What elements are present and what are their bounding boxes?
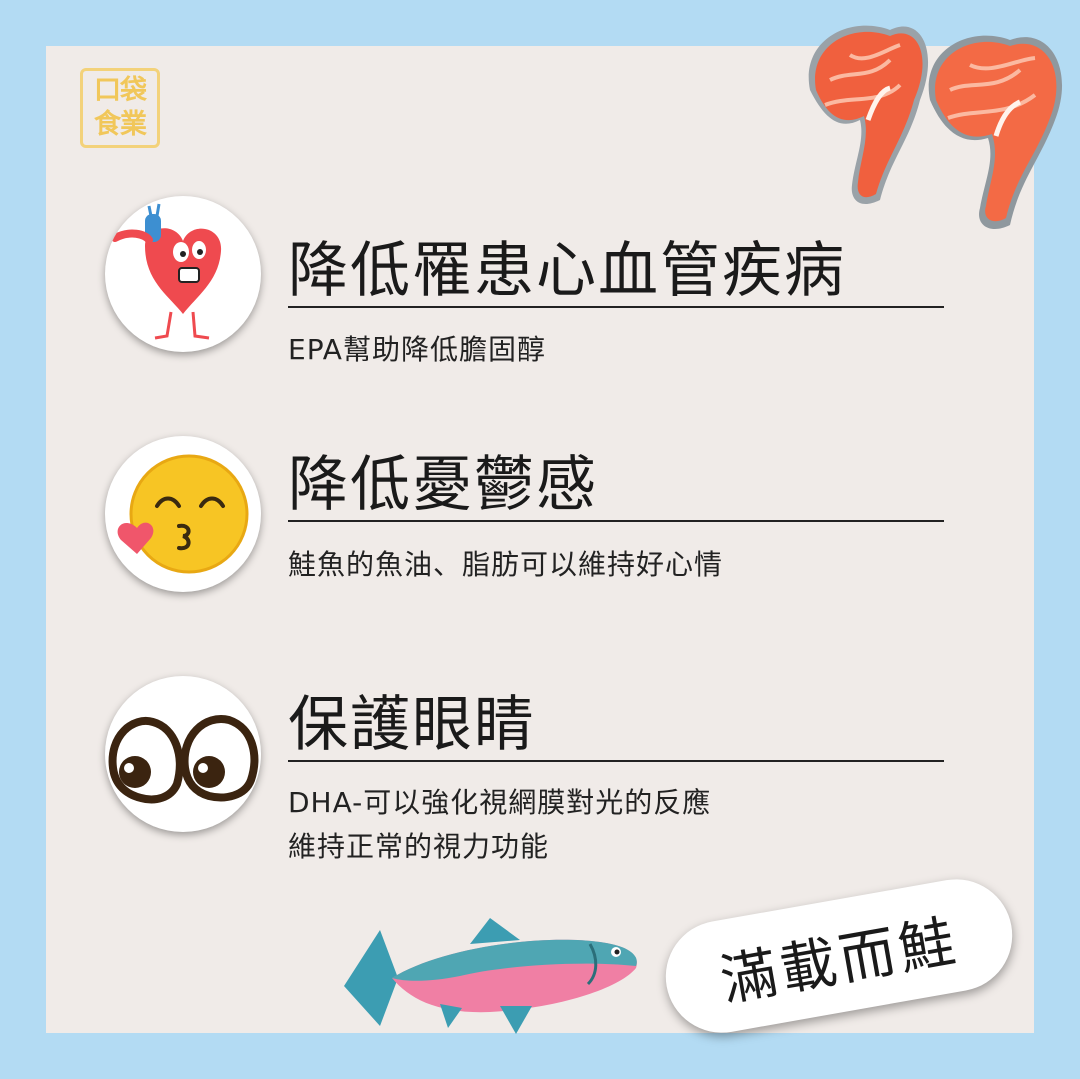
salmon-fish-icon — [344, 918, 637, 1034]
salmon-steak-icon — [808, 25, 1063, 229]
divider — [288, 760, 944, 762]
benefit-desc-heart: EPA幫助降低膽固醇 — [288, 333, 546, 366]
divider — [288, 306, 944, 308]
divider — [288, 520, 944, 522]
kissing-face-icon — [105, 436, 261, 592]
benefit-desc-mood: 鮭魚的魚油、脂肪可以維持好心情 — [288, 548, 724, 581]
benefit-desc-eyes-line-2: 維持正常的視力功能 — [288, 830, 550, 863]
benefit-title-eyes: 保護眼睛 — [288, 690, 536, 760]
benefit-desc-eyes-line-1: DHA-可以強化視網膜對光的反應 — [288, 786, 712, 819]
benefit-title-mood: 降低憂鬱感 — [288, 450, 598, 520]
brand-logo: 口袋 食業 — [80, 68, 160, 148]
benefit-title-heart: 降低罹患心血管疾病 — [288, 236, 846, 306]
logo-line-2: 食業 — [94, 109, 147, 140]
cartoon-eyes-icon — [105, 676, 261, 832]
logo-line-1: 口袋 — [94, 75, 147, 106]
heart-character-icon — [105, 196, 261, 352]
